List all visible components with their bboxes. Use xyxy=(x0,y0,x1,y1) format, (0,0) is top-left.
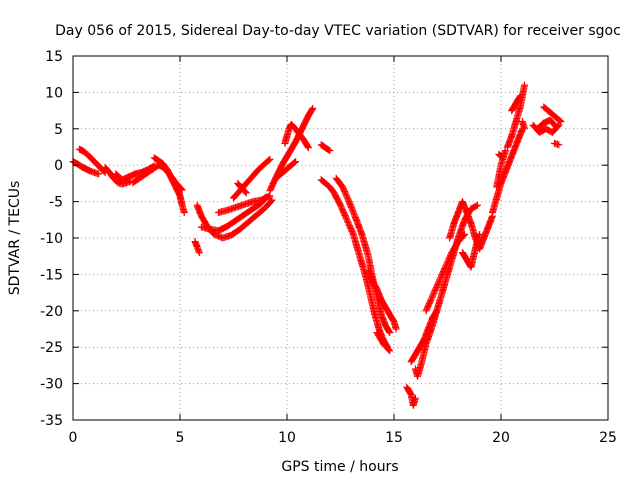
axis-ticks: 0 5 10 15 20 25 15 10 5 0 -5 -10 -15 -20 -25 -30 -35 xyxy=(40,49,617,446)
y-tick-label: -5 xyxy=(49,195,63,211)
data-point-marks xyxy=(281,120,312,152)
data-point-marks xyxy=(422,230,469,315)
data-series xyxy=(503,81,528,151)
data-series xyxy=(540,103,565,125)
data-series xyxy=(274,158,300,180)
data-point-marks xyxy=(503,81,528,151)
data-series xyxy=(495,150,505,160)
data-series xyxy=(191,238,203,257)
grid xyxy=(73,56,608,420)
y-axis-label: SDTVAR / TECUs xyxy=(7,181,23,296)
data-series xyxy=(75,145,109,176)
data-point-marks xyxy=(373,329,394,355)
data-point-marks xyxy=(159,163,186,194)
data-point-marks xyxy=(274,158,300,180)
x-tick-label: 10 xyxy=(278,430,296,446)
y-tick-label: 0 xyxy=(54,158,63,174)
y-tick-label: -10 xyxy=(40,231,63,247)
data-series xyxy=(459,230,484,271)
data-series xyxy=(215,192,274,216)
data-series xyxy=(411,201,481,380)
x-tick-label: 25 xyxy=(599,430,617,446)
data-point-marks xyxy=(317,176,392,351)
y-tick-label: -20 xyxy=(40,304,63,320)
data-point-marks xyxy=(193,196,276,242)
data-point-marks xyxy=(495,150,505,160)
chart-title: Day 056 of 2015, Sidereal Day-to-day VTE… xyxy=(55,23,621,39)
y-tick-label: -30 xyxy=(40,377,63,393)
data-point-marks xyxy=(215,192,274,216)
data-point-marks xyxy=(518,118,528,133)
data-series xyxy=(493,147,509,191)
x-tick-label: 0 xyxy=(69,430,78,446)
data-point-marks xyxy=(364,267,400,333)
data-point-marks xyxy=(493,147,509,191)
data-series xyxy=(533,116,561,133)
x-tick-label: 5 xyxy=(176,430,185,446)
x-tick-label: 15 xyxy=(385,430,403,446)
data-series xyxy=(281,120,312,152)
y-tick-label: 5 xyxy=(54,122,63,138)
y-tick-label: -35 xyxy=(40,413,63,429)
data-point-marks xyxy=(317,141,334,155)
data-series xyxy=(403,383,419,409)
data-point-marks xyxy=(551,139,563,149)
data-point-marks xyxy=(332,174,394,337)
y-tick-label: -25 xyxy=(40,340,63,356)
data-point-marks xyxy=(403,383,419,409)
y-tick-label: -15 xyxy=(40,267,63,283)
data-point-marks xyxy=(101,163,135,188)
data-series xyxy=(101,163,135,188)
data-series xyxy=(364,267,400,333)
data-point-marks xyxy=(488,125,526,216)
data-series xyxy=(551,139,563,149)
data-series xyxy=(317,141,334,155)
data-point-marks xyxy=(234,179,250,197)
x-axis-label: GPS time / hours xyxy=(281,459,398,475)
data-series xyxy=(234,179,250,197)
data-point-marks xyxy=(508,92,524,115)
data-series xyxy=(373,329,394,355)
data-point-marks xyxy=(533,116,561,133)
data-point-marks xyxy=(191,238,203,257)
data-series xyxy=(332,174,394,337)
data-series xyxy=(159,163,186,194)
data-points xyxy=(69,81,565,409)
data-point-marks xyxy=(411,201,481,380)
data-series xyxy=(488,125,526,216)
y-tick-label: 10 xyxy=(45,85,63,101)
y-tick-label: 15 xyxy=(45,49,63,65)
data-series xyxy=(317,176,392,351)
data-point-marks xyxy=(75,145,109,176)
data-series xyxy=(193,196,276,242)
data-point-marks xyxy=(459,230,484,271)
data-series xyxy=(508,92,524,115)
x-tick-label: 20 xyxy=(492,430,510,446)
data-series xyxy=(422,230,469,315)
data-point-marks xyxy=(540,103,565,125)
data-series xyxy=(518,118,528,133)
